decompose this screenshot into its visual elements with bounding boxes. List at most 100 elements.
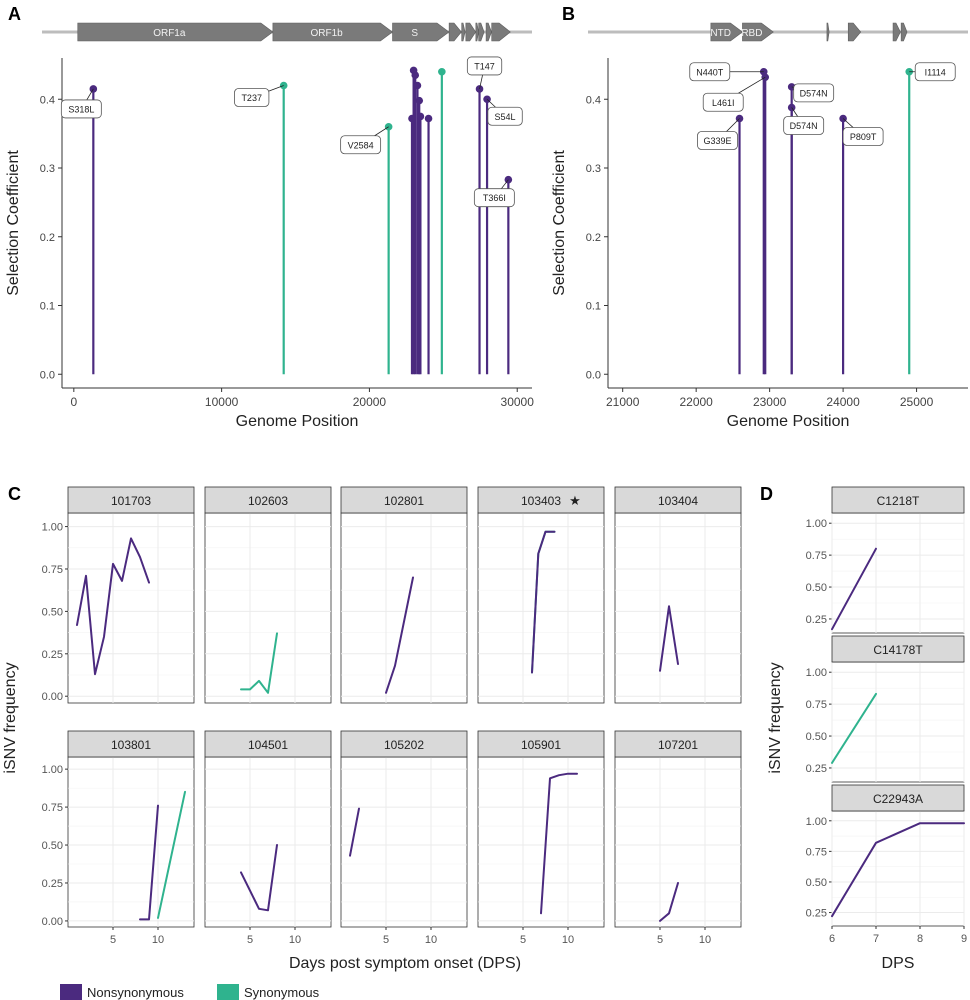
x-tick-label: 23000 xyxy=(753,395,787,409)
point-label: T147 xyxy=(474,61,495,71)
gene-arrow xyxy=(826,22,830,42)
point-label-box xyxy=(234,88,270,107)
series-line xyxy=(157,790,186,919)
lollipop-point xyxy=(411,71,420,79)
facet-strip xyxy=(67,486,195,514)
y-tick-label: 1.00 xyxy=(42,522,63,534)
y-tick-label: 0.50 xyxy=(42,606,63,618)
gene-arrow xyxy=(491,22,511,42)
point-label-box xyxy=(689,62,731,82)
series-line xyxy=(831,692,877,764)
gene-label: NTD xyxy=(710,28,731,39)
lollipop-point xyxy=(384,122,393,131)
legend-label-nonsynonymous: Nonsynonymous xyxy=(87,985,184,1000)
panel-a-selection-genome: A ORF1a ORF1b S 0.0 0.1 0.2 0.3 0.4 0 10000 20000 30… xyxy=(5,4,534,430)
x-axis-title: Days post symptom onset (DPS) xyxy=(289,955,521,972)
y-tick-label: 0.75 xyxy=(42,802,63,814)
x-tick-label: 5 xyxy=(657,934,663,946)
point-label: S318L xyxy=(68,104,94,114)
x-tick-label: 5 xyxy=(520,934,526,946)
x-tick-label: 10000 xyxy=(205,395,239,409)
series-line xyxy=(831,822,965,918)
gene-arrow xyxy=(392,22,450,42)
facet-panel xyxy=(340,512,468,704)
facet-title: 102603 xyxy=(248,494,288,508)
y-axis-title: iSNV frequency xyxy=(767,662,784,773)
lollipop-point xyxy=(424,114,433,123)
panel-letter-d: D xyxy=(760,484,773,504)
y-tick-label: 0.50 xyxy=(806,582,827,594)
point-label-box xyxy=(340,135,382,155)
x-tick-label: 10 xyxy=(425,934,437,946)
gene-arrow xyxy=(847,22,862,42)
x-tick-label: 5 xyxy=(383,934,389,946)
y-tick-label: 0.75 xyxy=(806,550,827,562)
series-line xyxy=(240,844,278,912)
x-tick-label: 30000 xyxy=(501,395,535,409)
point-label: L461I xyxy=(712,98,735,108)
gene-arrow xyxy=(710,22,743,42)
facet-title: 103403 xyxy=(521,494,561,508)
facet-strip xyxy=(831,635,965,663)
y-tick-label: 0.75 xyxy=(42,564,63,576)
facet-panel xyxy=(204,756,332,928)
lollipop-point xyxy=(416,112,425,121)
facet-panel xyxy=(340,756,468,928)
gene-label: S xyxy=(411,28,418,39)
x-tick-label: 21000 xyxy=(606,395,640,409)
gene-arrow xyxy=(892,22,901,42)
gene-arrow xyxy=(272,22,393,42)
y-tick-label: 0.25 xyxy=(806,908,827,920)
y-tick-label: 0.0 xyxy=(40,369,55,381)
y-tick-label: 0.3 xyxy=(586,163,601,175)
gene-arrow xyxy=(461,22,466,42)
point-label-box xyxy=(793,83,835,103)
y-tick-label: 0.0 xyxy=(586,369,601,381)
star-icon: ★ xyxy=(569,493,581,508)
facet-strip xyxy=(614,486,742,514)
point-label-box xyxy=(783,116,825,135)
y-tick-label: 1.00 xyxy=(42,764,63,776)
x-tick-label: 5 xyxy=(247,934,253,946)
series-line xyxy=(76,537,150,676)
point-label: I1114 xyxy=(925,67,946,77)
y-tick-label: 1.00 xyxy=(806,518,827,530)
series-line xyxy=(540,772,578,915)
point-label-box xyxy=(697,131,738,150)
facet-strip xyxy=(340,486,468,514)
facet-title: 107201 xyxy=(658,738,698,752)
gene-arrow xyxy=(448,22,462,42)
facet-panel xyxy=(477,512,605,704)
panel-c-isnv-trajectories: C 0.00 0.25 0.50 0.75 1.00 101703 102603 102801 1… xyxy=(2,484,742,972)
panel-letter-c: C xyxy=(8,484,21,504)
y-tick-label: 1.00 xyxy=(806,816,827,828)
x-tick-label: 10 xyxy=(562,934,574,946)
point-label: P809T xyxy=(850,132,877,142)
facet-title: 105202 xyxy=(384,738,424,752)
y-tick-label: 0.4 xyxy=(40,94,55,106)
point-label: D574N xyxy=(800,88,828,98)
gene-arrow xyxy=(900,22,908,42)
x-tick-label: 10 xyxy=(699,934,711,946)
facet-panel xyxy=(831,661,965,783)
x-axis-title: DPS xyxy=(882,955,915,972)
y-tick-label: 0.2 xyxy=(40,232,55,244)
x-tick-label: 24000 xyxy=(826,395,860,409)
gene-arrow xyxy=(475,22,479,42)
gene-arrow xyxy=(485,22,492,42)
y-axis-title: iSNV frequency xyxy=(2,662,19,773)
lollipop-point xyxy=(415,96,424,105)
facet-panel xyxy=(67,756,195,928)
x-axis-title: Genome Position xyxy=(727,413,850,430)
series-line xyxy=(659,882,679,922)
point-label-box xyxy=(914,62,956,82)
y-tick-label: 0.1 xyxy=(586,301,601,313)
panel-b-selection-spike: B NTD RBD 0.0 0.1 0.2 0.3 0.4 21000 22000 23000 240… xyxy=(551,4,968,430)
x-tick-label: 7 xyxy=(873,933,879,945)
gene-label: RBD xyxy=(741,28,762,39)
gene-arrow xyxy=(478,22,485,42)
y-tick-label: 0.50 xyxy=(806,731,827,743)
point-label: T237 xyxy=(241,93,262,103)
lollipop-point xyxy=(438,67,446,76)
facet-title: 103801 xyxy=(111,738,151,752)
